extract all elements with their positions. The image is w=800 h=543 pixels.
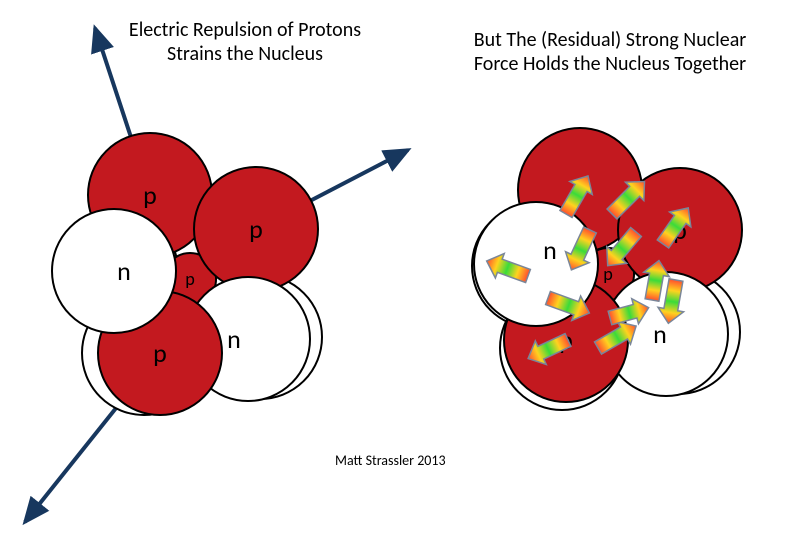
- left-caption-line1: Electric Repulsion of Protons: [85, 18, 405, 42]
- left-caption-line2: Strains the Nucleus: [85, 42, 405, 66]
- right-caption-line1: But The (Residual) Strong Nuclear: [440, 28, 780, 52]
- nucleon-label: p: [143, 179, 157, 211]
- nucleon-label: n: [117, 255, 131, 287]
- nucleon-label: p: [185, 268, 195, 290]
- left-nucleus: p p p n p n: [52, 133, 322, 415]
- right-caption: But The (Residual) Strong Nuclear Force …: [440, 28, 780, 76]
- nucleon-label: n: [543, 234, 557, 266]
- nucleon-label: p: [249, 213, 263, 245]
- left-caption: Electric Repulsion of Protons Strains th…: [85, 18, 405, 66]
- neutron: [52, 209, 176, 333]
- nucleon-label: n: [653, 318, 667, 350]
- credit-text: Matt Strassler 2013: [335, 452, 446, 469]
- right-caption-line2: Force Holds the Nucleus Together: [440, 52, 780, 76]
- nucleon-label: p: [153, 337, 167, 369]
- nucleon-label: n: [227, 323, 241, 355]
